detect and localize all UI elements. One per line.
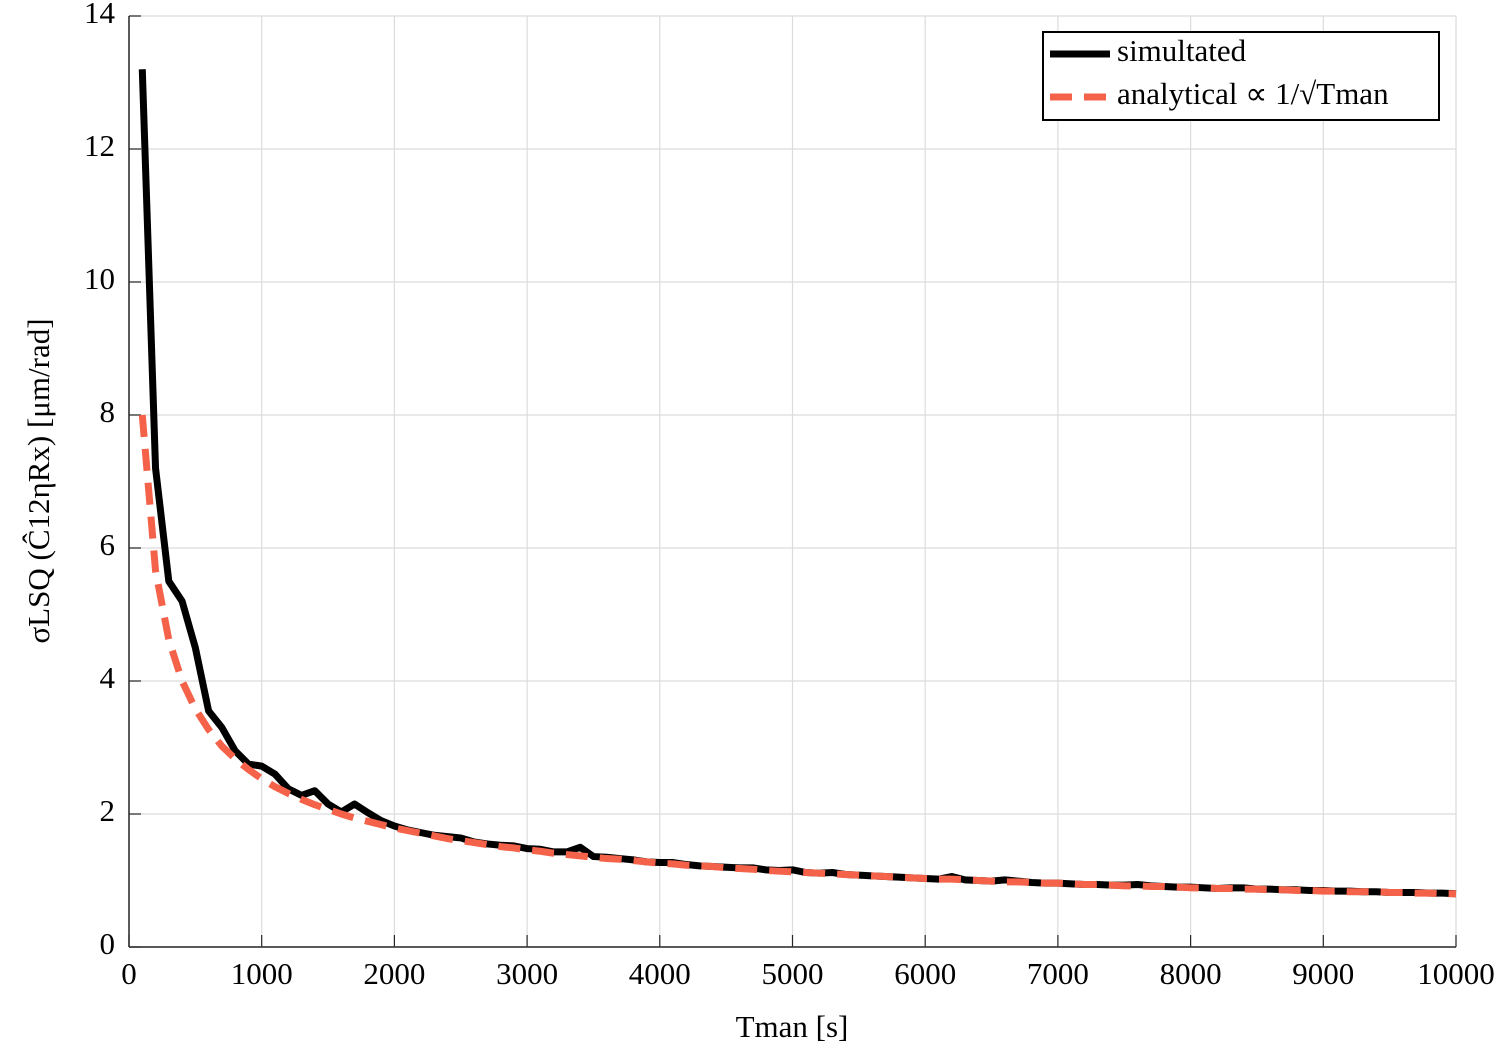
x-axis-label: Tman [s] <box>736 1009 849 1044</box>
x-tick-label: 1000 <box>231 956 293 991</box>
data-line <box>138 69 1457 898</box>
x-tick-label: 2000 <box>363 956 425 991</box>
legend-label: analytical ∝ 1/√Tman <box>1117 76 1389 111</box>
x-tick-label: 4000 <box>629 956 691 991</box>
y-tick-label: 6 <box>100 527 116 562</box>
x-tick-label: 10000 <box>1417 956 1495 991</box>
x-tick-label: 0 <box>121 956 137 991</box>
y-tick-label: 14 <box>84 0 116 30</box>
x-tick-label: 6000 <box>894 956 956 991</box>
x-tick-label: 5000 <box>762 956 824 991</box>
x-tick-label: 3000 <box>496 956 558 991</box>
legend-label: simultated <box>1117 33 1247 68</box>
y-tick-label: 10 <box>84 261 115 296</box>
legend-box <box>1042 31 1440 121</box>
x-tick-label: 7000 <box>1027 956 1089 991</box>
y-tick-label: 4 <box>100 660 116 695</box>
x-tick-label: 9000 <box>1292 956 1354 991</box>
y-tick-label: 2 <box>100 793 116 828</box>
y-axis-label: σLSQ (Ĉ12ηRx) [μm/rad] <box>21 318 56 643</box>
y-tick-label: 0 <box>100 926 116 961</box>
y-tick-label: 8 <box>100 394 116 429</box>
y-tick-label: 12 <box>84 128 115 163</box>
x-tick-label: 8000 <box>1160 956 1222 991</box>
